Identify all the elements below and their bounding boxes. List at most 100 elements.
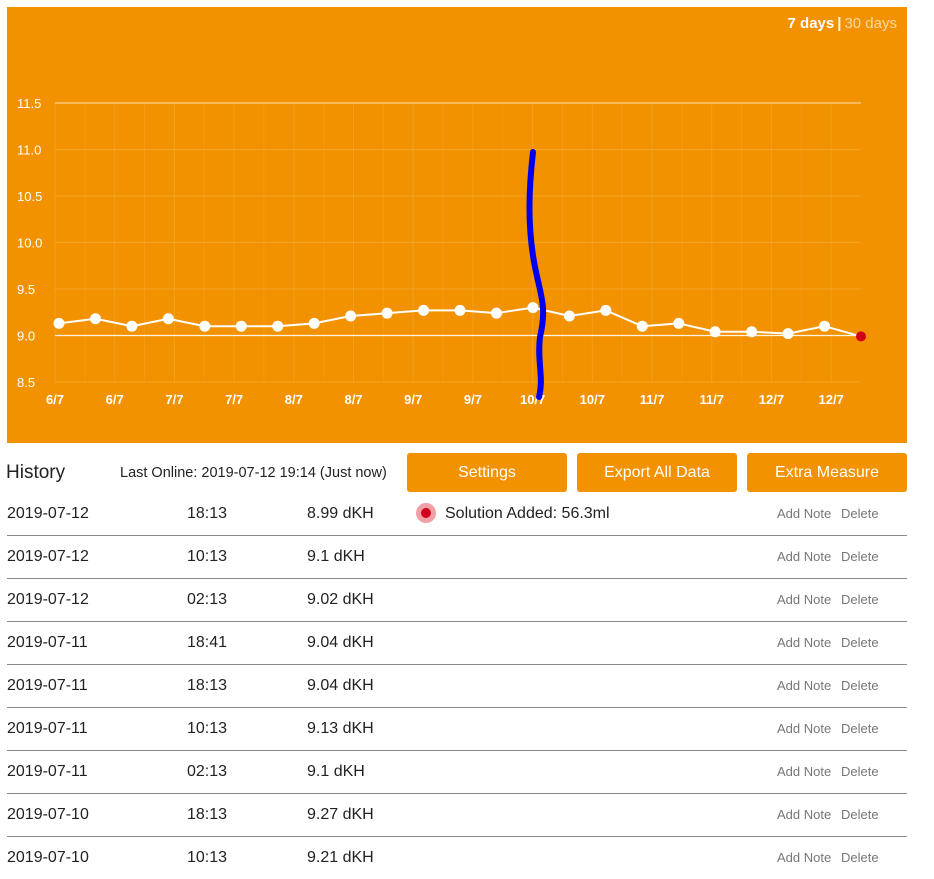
y-tick-label: 10.5 <box>17 189 42 204</box>
data-point <box>308 317 320 329</box>
add-note-link[interactable]: Add Note <box>777 678 832 693</box>
row-value: 8.99 dKH <box>307 505 374 522</box>
add-note-link[interactable]: Add Note <box>777 807 832 822</box>
y-tick-label: 11.0 <box>17 143 41 158</box>
row-date: 2019-07-10 <box>7 849 89 866</box>
data-point <box>162 313 174 325</box>
add-note-link[interactable]: Add Note <box>777 850 832 865</box>
data-point <box>673 317 685 329</box>
delete-link[interactable]: Delete <box>841 807 879 822</box>
row-time: 10:13 <box>187 849 228 866</box>
data-point <box>89 313 101 325</box>
data-point <box>782 328 794 340</box>
y-tick-label: 9.5 <box>17 282 35 297</box>
row-time: 02:13 <box>187 763 228 780</box>
row-value: 9.04 dKH <box>307 677 374 694</box>
data-point <box>636 320 648 332</box>
export-all-data-button[interactable]: Export All Data <box>577 453 737 492</box>
data-point <box>563 310 575 322</box>
table-row: 2019-07-10 10:13 9.21 dKH Add Note Delete <box>7 837 907 879</box>
row-value: 9.1 dKH <box>307 763 365 780</box>
add-note-link[interactable]: Add Note <box>777 592 832 607</box>
row-date: 2019-07-11 <box>7 720 88 737</box>
add-note-link[interactable]: Add Note <box>777 549 832 564</box>
data-point <box>199 320 211 332</box>
x-tick-label: 7/7 <box>225 392 243 407</box>
row-value: 9.1 dKH <box>307 548 365 565</box>
history-toolbar: History Last Online: 2019-07-12 19:14 (J… <box>0 453 934 493</box>
x-tick-label: 11/7 <box>699 392 724 407</box>
y-tick-label: 8.5 <box>17 375 35 390</box>
x-tick-label: 8/7 <box>285 392 303 407</box>
delete-link[interactable]: Delete <box>841 549 879 564</box>
delete-link[interactable]: Delete <box>841 721 879 736</box>
history-title: History <box>6 462 66 483</box>
history-list: 2019-07-12 18:13 8.99 dKH Solution Added: 5… <box>7 493 907 879</box>
row-date: 2019-07-11 <box>7 634 88 651</box>
data-point <box>381 307 393 319</box>
data-point <box>272 320 284 332</box>
table-row: 2019-07-11 02:13 9.1 dKH Add Note Delete <box>7 751 907 794</box>
table-row: 2019-07-12 02:13 9.02 dKH Add Note Delete <box>7 579 907 622</box>
x-tick-label: 10/7 <box>580 392 605 407</box>
delete-link[interactable]: Delete <box>841 506 879 521</box>
range-toggle: 7 days | 30 days <box>788 15 897 32</box>
annotation-stroke <box>526 149 547 400</box>
table-row: 2019-07-10 18:13 9.27 dKH Add Note Delete <box>7 794 907 837</box>
row-note: Solution Added: 56.3ml <box>416 503 610 523</box>
row-date: 2019-07-12 <box>7 591 89 608</box>
row-date: 2019-07-10 <box>7 806 89 823</box>
delete-link[interactable]: Delete <box>841 635 879 650</box>
row-time: 18:13 <box>187 505 228 522</box>
data-point <box>709 326 721 338</box>
data-point <box>746 326 758 338</box>
dkh-line-chart: 11.5 11.0 10.5 10.0 9.5 9.0 8.5 6/7 6/7 7/7 7/7 8/7… <box>17 96 866 407</box>
table-row: 2019-07-11 18:41 9.04 dKH Add Note Delete <box>7 622 907 665</box>
settings-button[interactable]: Settings <box>407 453 567 492</box>
x-tick-label: 9/7 <box>404 392 422 407</box>
data-point <box>600 304 612 316</box>
row-time: 02:13 <box>187 591 228 608</box>
data-point <box>418 304 430 316</box>
row-value: 9.21 dKH <box>307 849 374 866</box>
add-note-link[interactable]: Add Note <box>777 764 832 779</box>
row-note-text: Solution Added: 56.3ml <box>445 505 610 522</box>
row-time: 10:13 <box>187 720 228 737</box>
data-point <box>345 310 357 322</box>
delete-link[interactable]: Delete <box>841 678 879 693</box>
data-point <box>235 320 247 332</box>
table-row: 2019-07-12 18:13 8.99 dKH Solution Added: 5… <box>7 493 907 536</box>
delete-link[interactable]: Delete <box>841 592 879 607</box>
delete-link[interactable]: Delete <box>841 850 879 865</box>
row-value: 9.04 dKH <box>307 634 374 651</box>
x-tick-label: 11/7 <box>640 392 665 407</box>
x-tick-label: 6/7 <box>46 392 64 407</box>
add-note-link[interactable]: Add Note <box>777 506 832 521</box>
extra-measure-button[interactable]: Extra Measure <box>747 453 907 492</box>
row-date: 2019-07-11 <box>7 763 88 780</box>
last-online-status: Last Online: 2019-07-12 19:14 (Just now) <box>120 465 387 481</box>
range-separator: | <box>837 15 842 32</box>
range-7-days[interactable]: 7 days <box>787 15 835 32</box>
row-value: 9.13 dKH <box>307 720 374 737</box>
data-point <box>819 320 831 332</box>
table-row: 2019-07-12 10:13 9.1 dKH Add Note Delete <box>7 536 907 579</box>
row-time: 18:13 <box>187 677 228 694</box>
y-tick-label: 11.5 <box>17 96 41 111</box>
x-tick-label: 12/7 <box>818 392 843 407</box>
data-point <box>856 331 866 342</box>
data-point <box>527 302 539 314</box>
row-date: 2019-07-12 <box>7 548 89 565</box>
row-date: 2019-07-11 <box>7 677 88 694</box>
data-point <box>490 307 502 319</box>
row-time: 18:41 <box>187 634 228 651</box>
row-value: 9.27 dKH <box>307 806 374 823</box>
row-date: 2019-07-12 <box>7 505 89 522</box>
delete-link[interactable]: Delete <box>841 764 879 779</box>
range-30-days[interactable]: 30 days <box>844 15 897 32</box>
y-tick-label: 9.0 <box>17 329 35 344</box>
table-row: 2019-07-11 18:13 9.04 dKH Add Note Delete <box>7 665 907 708</box>
add-note-link[interactable]: Add Note <box>777 635 832 650</box>
x-tick-label: 12/7 <box>759 392 784 407</box>
add-note-link[interactable]: Add Note <box>777 721 832 736</box>
